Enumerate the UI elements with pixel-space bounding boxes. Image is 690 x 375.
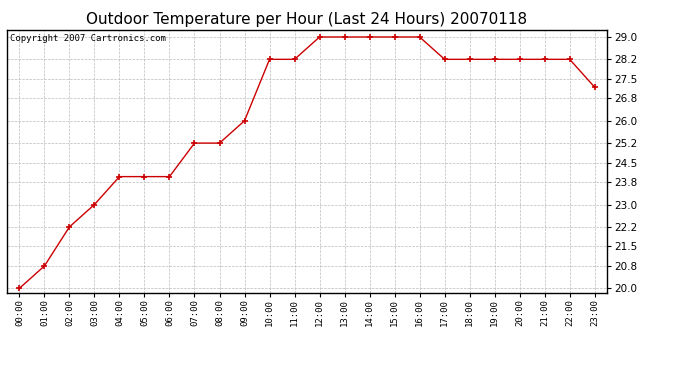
Text: Copyright 2007 Cartronics.com: Copyright 2007 Cartronics.com [10, 34, 166, 43]
Title: Outdoor Temperature per Hour (Last 24 Hours) 20070118: Outdoor Temperature per Hour (Last 24 Ho… [86, 12, 528, 27]
